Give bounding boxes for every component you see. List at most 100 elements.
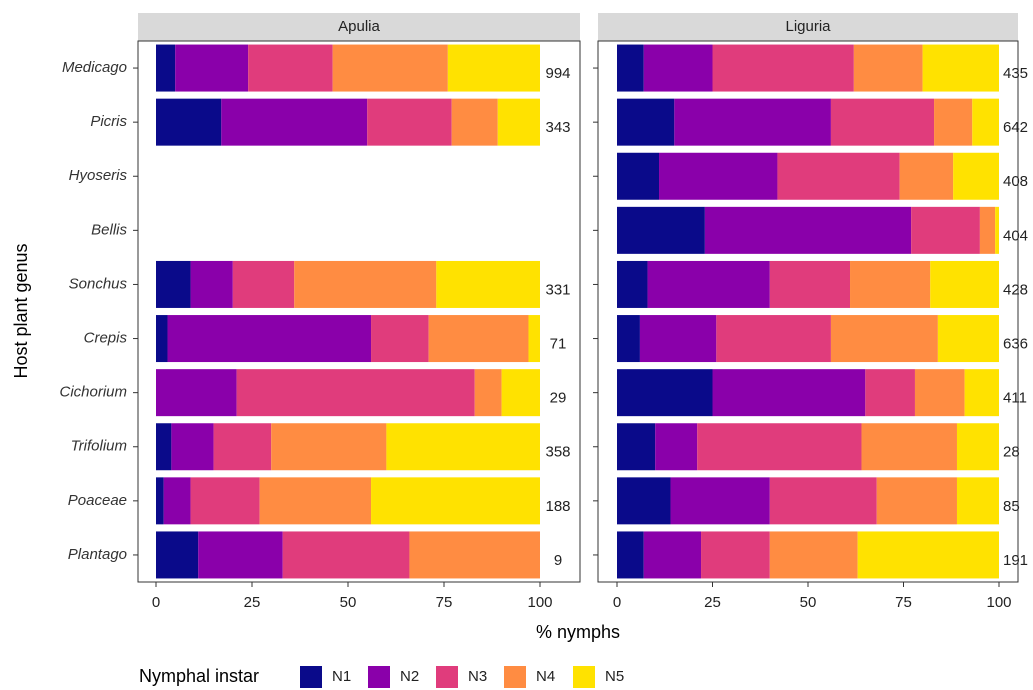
bar-segment: [899, 152, 954, 200]
bar-segment: [956, 477, 999, 525]
count-label: 435: [1003, 65, 1028, 82]
bar-segment: [865, 369, 915, 417]
bar-segment: [221, 98, 368, 146]
bar-segment: [213, 423, 272, 471]
bar-segment: [428, 315, 529, 363]
legend-key: [368, 666, 390, 688]
bar-segment: [850, 260, 931, 308]
y-tick-label: Sonchus: [69, 275, 128, 292]
bar-segment: [617, 423, 656, 471]
count-label: 428: [1003, 281, 1028, 298]
bar-segment: [474, 369, 502, 417]
bar-segment: [282, 531, 410, 579]
bar-segment: [156, 98, 222, 146]
legend-key: [504, 666, 526, 688]
count-label: 411: [1003, 390, 1027, 407]
x-tick-label: 25: [704, 594, 721, 611]
bar-segment: [190, 477, 260, 525]
bar-segment: [876, 477, 957, 525]
count-label: 994: [545, 65, 570, 82]
bar-segment: [617, 531, 644, 579]
bar-segment: [156, 531, 199, 579]
count-label: 343: [545, 119, 570, 136]
legend-title: Nymphal instar: [139, 666, 259, 686]
y-tick-label: Plantago: [68, 546, 127, 563]
y-axis-title: Host plant genus: [11, 243, 31, 378]
bar-segment: [259, 477, 372, 525]
bar-segment: [617, 369, 713, 417]
y-tick-label: Poaceae: [68, 492, 127, 509]
bar-segment: [156, 44, 176, 92]
bar-segment: [617, 152, 660, 200]
bar-segment: [386, 423, 540, 471]
bar-segment: [995, 206, 999, 254]
bar-segment: [934, 98, 973, 146]
panel-title: Liguria: [785, 18, 831, 35]
bar-segment: [639, 315, 717, 363]
bar-segment: [332, 44, 448, 92]
x-tick-label: 100: [986, 594, 1011, 611]
x-tick-label: 75: [895, 594, 912, 611]
count-label: 29: [550, 390, 567, 407]
bar-segment: [617, 477, 671, 525]
bar-segment: [655, 423, 698, 471]
bar-segment: [232, 260, 295, 308]
bar-segment: [659, 152, 778, 200]
count-label: 188: [545, 498, 570, 515]
count-label: 408: [1003, 173, 1028, 190]
bar-segment: [198, 531, 283, 579]
bar-segment: [617, 44, 644, 92]
bar-segment: [704, 206, 912, 254]
bar-segment: [647, 260, 770, 308]
bar-segment: [777, 152, 900, 200]
y-tick-label: Hyoseris: [69, 167, 128, 184]
y-tick-label: Crepis: [84, 330, 128, 347]
bar-segment: [617, 98, 675, 146]
count-label: 85: [1003, 498, 1020, 515]
count-label: 191: [1003, 552, 1028, 569]
bar-segment: [914, 369, 965, 417]
bar-segment: [674, 98, 831, 146]
y-tick-label: Cichorium: [59, 384, 127, 401]
x-tick-label: 25: [244, 594, 261, 611]
bar-segment: [861, 423, 957, 471]
bar-segment: [167, 315, 372, 363]
y-tick-label: Picris: [90, 113, 127, 130]
bar-segment: [156, 369, 237, 417]
bar-segment: [769, 260, 851, 308]
bar-segment: [156, 477, 164, 525]
bar-segment: [956, 423, 999, 471]
legend-label: N4: [536, 668, 555, 685]
strip: [598, 13, 1018, 41]
bar-segment: [371, 477, 540, 525]
bar-segment: [294, 260, 437, 308]
bar-segment: [930, 260, 999, 308]
y-tick-label: Bellis: [91, 221, 127, 238]
bar-segment: [171, 423, 214, 471]
bar-segment: [979, 206, 996, 254]
count-label: 358: [545, 444, 570, 461]
bar-segment: [857, 531, 999, 579]
panel-title: Apulia: [338, 18, 380, 35]
bar-segment: [830, 315, 938, 363]
bar-segment: [697, 423, 862, 471]
bar-segment: [501, 369, 540, 417]
bar-segment: [972, 98, 999, 146]
bar-segment: [712, 44, 854, 92]
bar-segment: [190, 260, 233, 308]
legend-label: N1: [332, 668, 351, 685]
count-label: 71: [550, 336, 567, 353]
bar-segment: [769, 531, 858, 579]
bar-segment: [769, 477, 877, 525]
panel-border: [137, 40, 581, 583]
bar-segment: [236, 369, 475, 417]
x-tick-label: 0: [613, 594, 621, 611]
x-tick-label: 50: [800, 594, 817, 611]
bar-segment: [451, 98, 498, 146]
bar-segment: [367, 98, 452, 146]
bar-segment: [156, 423, 172, 471]
bar-segment: [617, 206, 705, 254]
bar-segment: [853, 44, 923, 92]
